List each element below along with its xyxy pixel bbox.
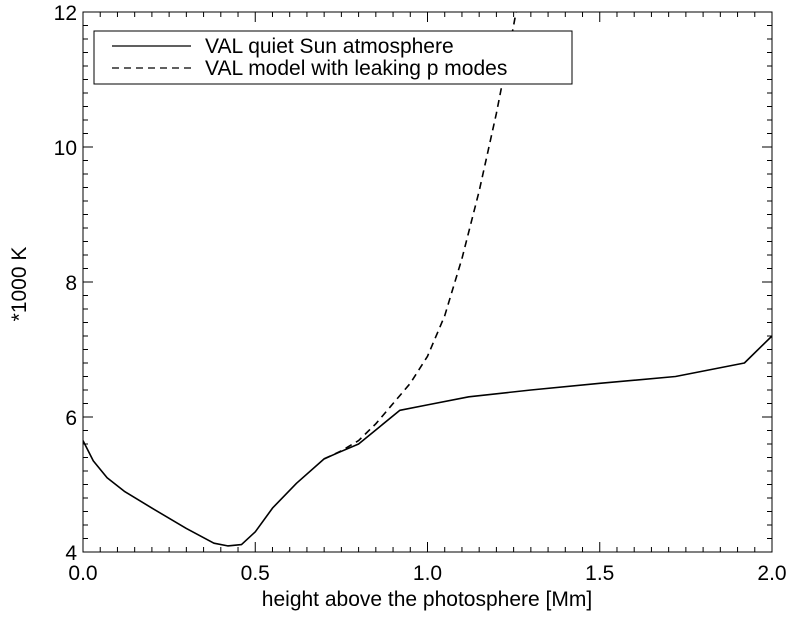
x-tick-label: 0.0: [68, 562, 97, 585]
x-axis-label: height above the photosphere [Mm]: [262, 588, 592, 611]
legend-label-series-2: VAL model with leaking p modes: [205, 57, 507, 80]
y-tick-label: 8: [65, 272, 77, 295]
plot-frame: [82, 11, 773, 553]
axes: 0.0 0.5 1.0 1.5 2.0 4 6 8 10 12: [54, 2, 787, 585]
x-tick-label: 1.5: [585, 562, 614, 585]
y-axis-label: *1000 K: [8, 247, 31, 322]
series-line-1: [83, 335, 772, 547]
legend: VAL quiet Sun atmosphere VAL model with …: [93, 30, 573, 85]
series-line-2: [323, 12, 517, 460]
plot-marks: [83, 12, 772, 547]
y-tick-label: 12: [54, 2, 77, 25]
x-tick-label: 2.0: [757, 562, 786, 585]
x-tick-label: 1.0: [413, 562, 442, 585]
y-tick-label: 4: [65, 542, 77, 565]
y-tick-label: 6: [65, 407, 77, 430]
x-tick-label: 0.5: [241, 562, 270, 585]
legend-box: [93, 30, 573, 85]
y-tick-label: 10: [54, 137, 77, 160]
legend-label-series-1: VAL quiet Sun atmosphere: [205, 35, 454, 58]
